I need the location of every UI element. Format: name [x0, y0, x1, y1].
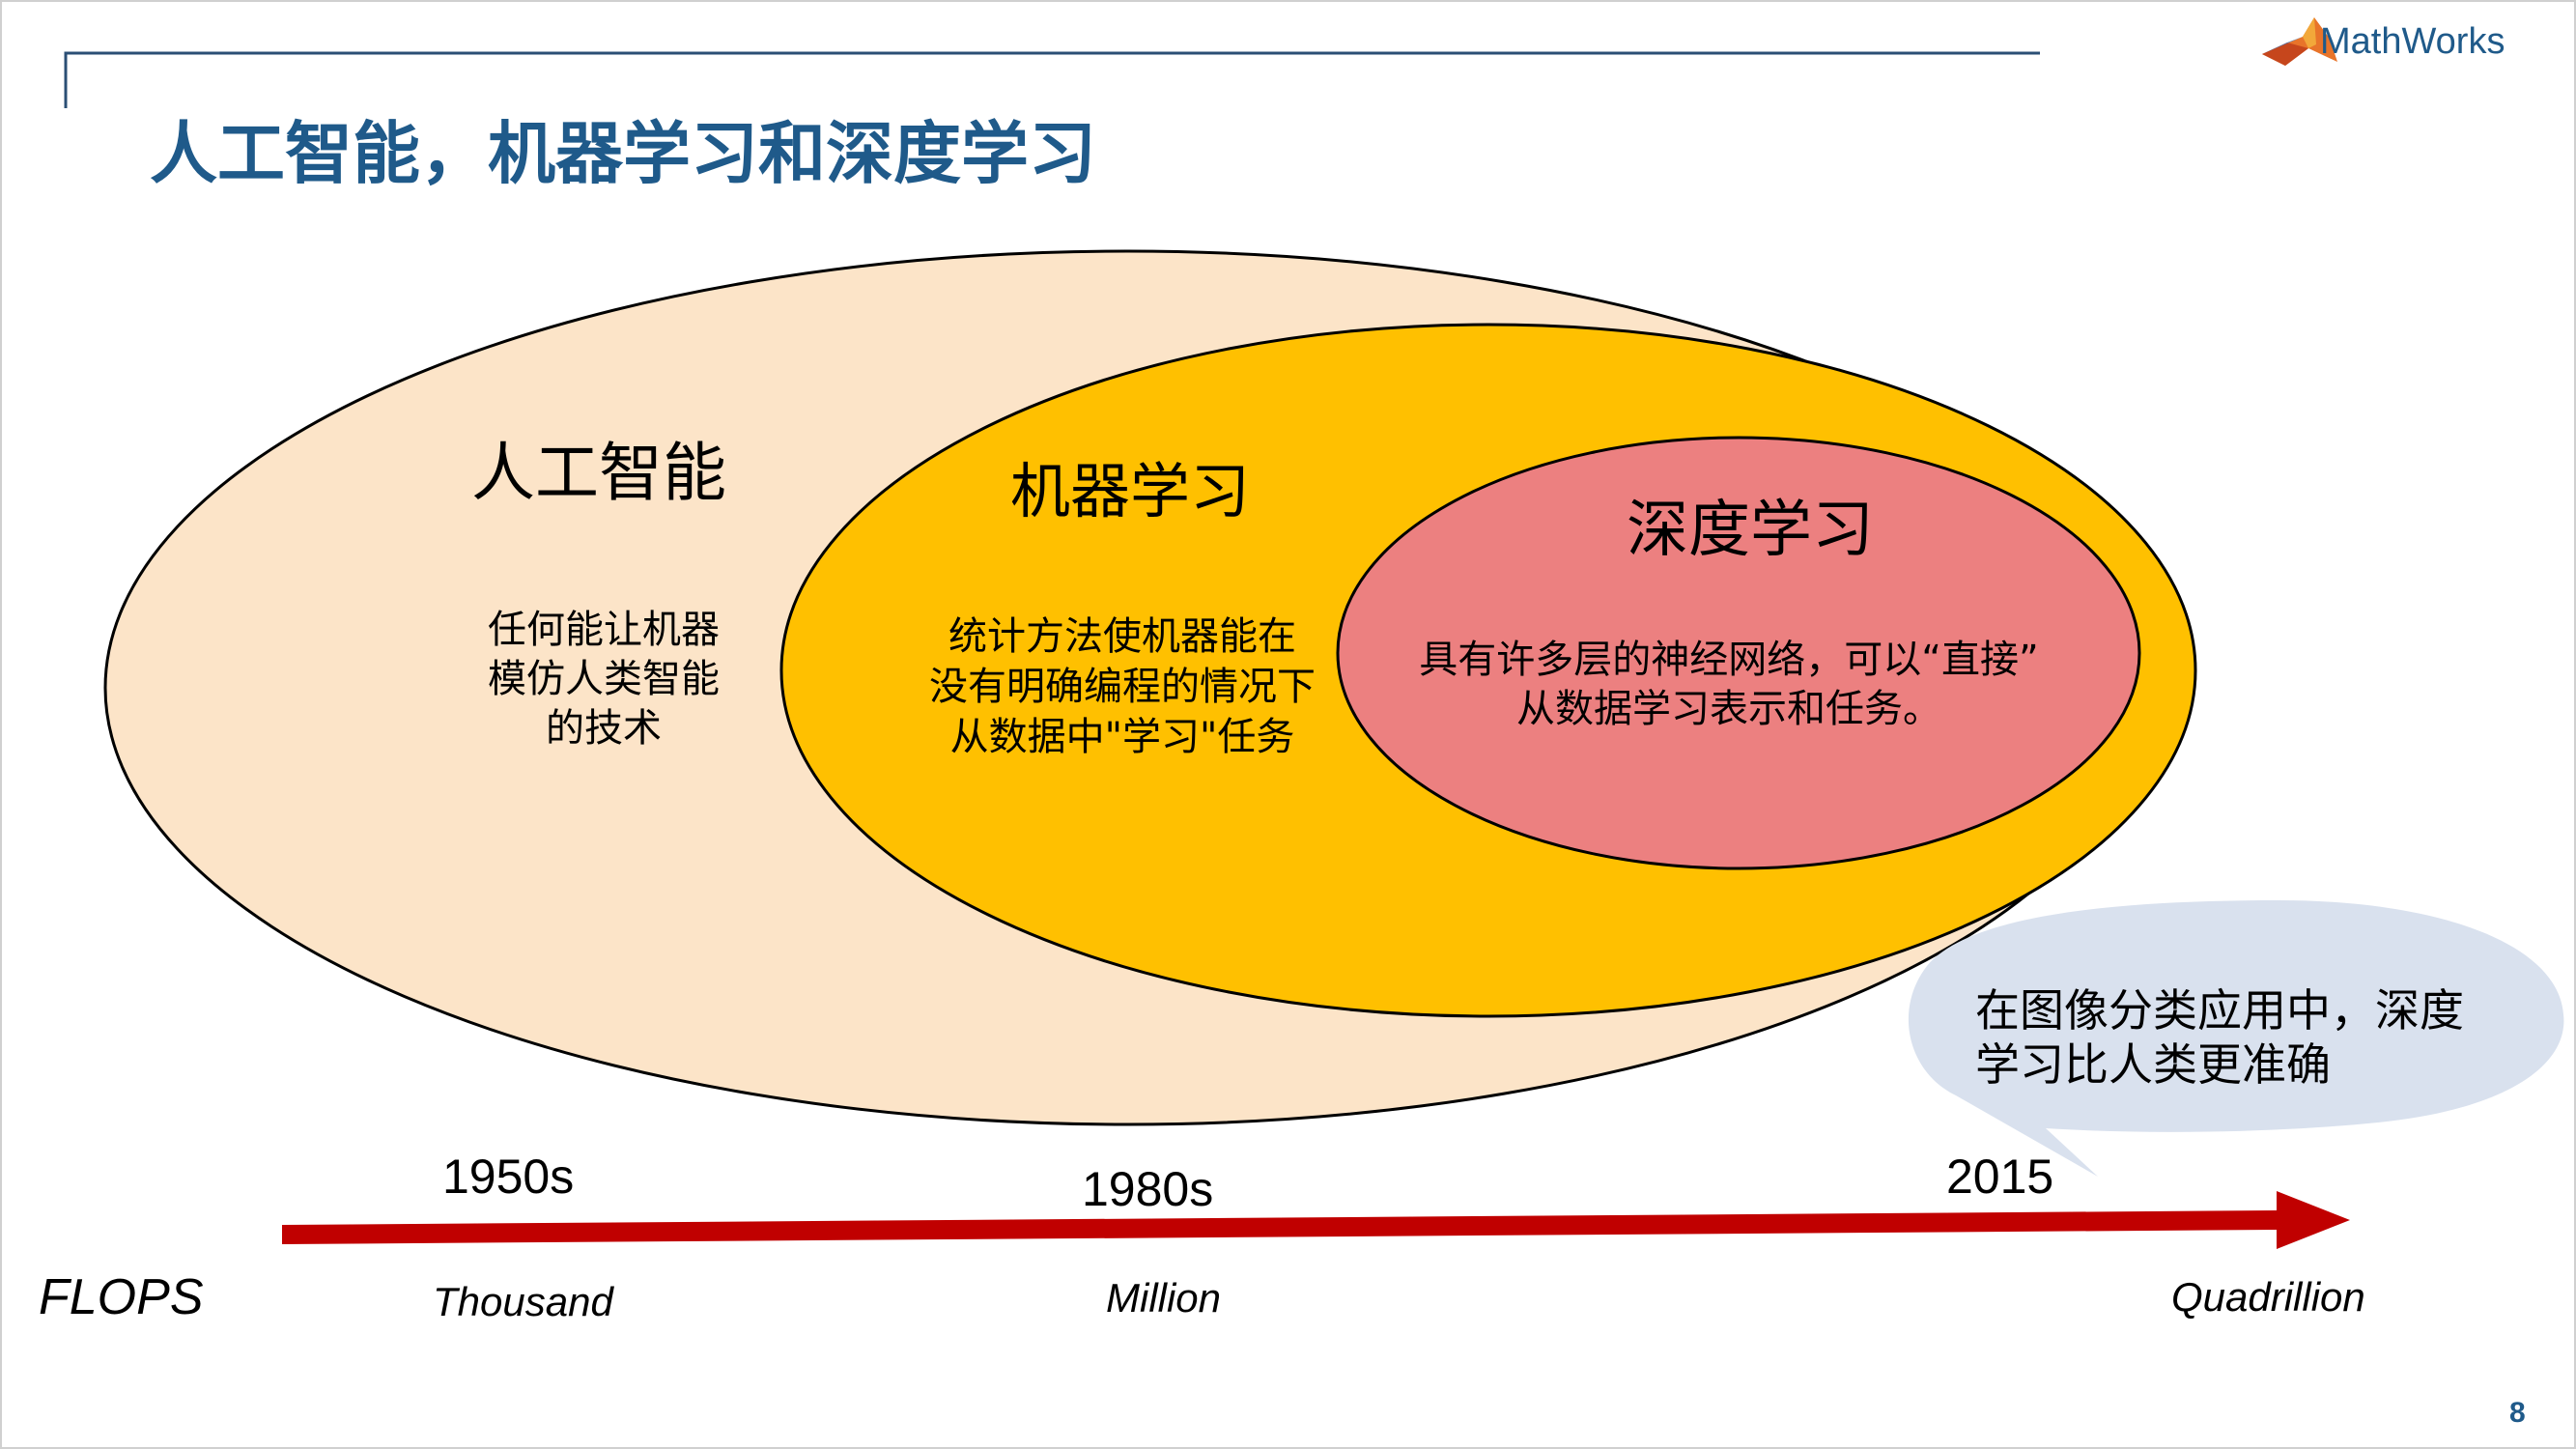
- dl-title: 深度学习: [1627, 495, 1874, 566]
- ml-title: 机器学习: [1010, 456, 1250, 526]
- callout-bubble: [1908, 900, 2564, 1177]
- year-label-1: 1950s: [442, 1150, 574, 1204]
- dl-desc-line-2: 从数据学习表示和任务。: [1516, 687, 1941, 731]
- ai-desc-line-1: 任何能让机器: [488, 608, 720, 652]
- ml-desc-line-1: 统计方法使机器能在: [948, 614, 1296, 659]
- timeline-arrow: [282, 1191, 2350, 1249]
- ai-desc-line-2: 模仿人类智能: [488, 657, 720, 701]
- header-rule: [64, 51, 2040, 108]
- flops-value-2: Million: [1106, 1275, 1221, 1321]
- page-number: 8: [2509, 1397, 2526, 1429]
- ai-title: 人工智能: [471, 436, 726, 510]
- ai-desc-line-3: 的技术: [546, 706, 662, 751]
- year-label-3: 2015: [1946, 1150, 2053, 1204]
- page-title: 人工智能，机器学习和深度学习: [150, 114, 1096, 193]
- ml-desc-line-3: 从数据中"学习"任务: [950, 715, 1295, 759]
- year-label-2: 1980s: [1082, 1162, 1213, 1216]
- flops-label: FLOPS: [39, 1269, 204, 1325]
- logo-text: MathWorks: [2320, 21, 2505, 62]
- flops-value-1: Thousand: [433, 1279, 614, 1324]
- callout-line-1: 在图像分类应用中，深度: [1975, 984, 2464, 1037]
- callout-line-2: 学习比人类更准确: [1975, 1038, 2331, 1091]
- mathworks-logo: MathWorks: [2262, 17, 2505, 66]
- membrane-icon: [2262, 17, 2337, 66]
- flops-value-3: Quadrillion: [2171, 1274, 2365, 1320]
- ml-desc-line-2: 没有明确编程的情况下: [929, 665, 1316, 709]
- dl-ellipse: [1336, 436, 2141, 870]
- dl-desc-line-1: 具有许多层的神经网络，可以“直接”: [1419, 638, 2038, 682]
